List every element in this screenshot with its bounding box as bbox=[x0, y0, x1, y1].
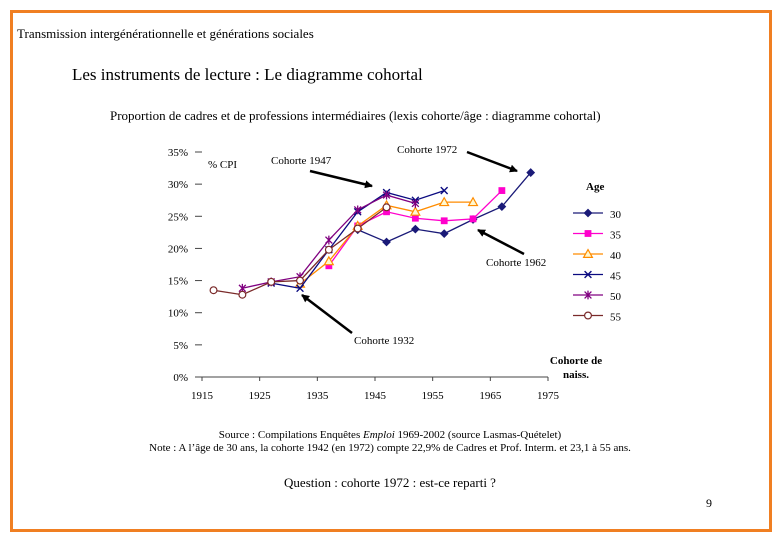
source-suffix: 1969-2002 (source Lasmas-Quételet) bbox=[394, 429, 562, 441]
annotation-label: Cohorte 1947 bbox=[271, 155, 332, 167]
legend-marker bbox=[583, 311, 592, 320]
data-point-30 bbox=[382, 237, 391, 247]
data-point-40 bbox=[409, 206, 421, 216]
data-point-35 bbox=[498, 187, 506, 194]
data-point-40 bbox=[323, 255, 335, 266]
data-point-45 bbox=[296, 284, 304, 293]
slide-title: Les instruments de lecture : Le diagramm… bbox=[72, 65, 423, 84]
annotation-arrow bbox=[466, 150, 518, 173]
legend-marker bbox=[582, 248, 594, 258]
annotation-arrow bbox=[477, 228, 525, 256]
data-point-30 bbox=[410, 224, 420, 234]
question-text: Question : cohorte 1972 : est-ce reparti… bbox=[284, 475, 496, 490]
header-text: Transmission intergénérationnelle et gén… bbox=[17, 26, 314, 41]
source-line: Source : Compilations Enquêtes Emploi 19… bbox=[0, 429, 780, 441]
annotation-label: Cohorte 1962 bbox=[486, 257, 546, 269]
x-tick-label: 1965 bbox=[479, 390, 502, 402]
annotation-arrow bbox=[301, 294, 353, 334]
note-line: Note : A l’âge de 30 ans, la cohorte 194… bbox=[149, 442, 631, 454]
data-point-30 bbox=[497, 202, 507, 212]
x-tick-label: 1975 bbox=[537, 390, 560, 402]
annotation-arrow bbox=[309, 169, 373, 189]
y-tick-label: 25% bbox=[168, 211, 188, 223]
legend-entry: 30 bbox=[610, 209, 622, 221]
y-tick-label: 0% bbox=[173, 372, 188, 384]
y-tick-label: 20% bbox=[168, 243, 188, 255]
y-tick-label: 35% bbox=[168, 147, 188, 159]
chart-title: Proportion de cadres et de professions i… bbox=[110, 108, 601, 123]
x-tick-label: 1925 bbox=[249, 390, 272, 402]
data-point-55 bbox=[324, 245, 333, 254]
data-point-35 bbox=[440, 217, 448, 225]
data-point-45 bbox=[440, 186, 449, 195]
legend-entry: 55 bbox=[610, 312, 622, 324]
legend-title: Age bbox=[586, 181, 604, 193]
legend-entry: 50 bbox=[610, 291, 622, 303]
x-tick-label: 1935 bbox=[306, 390, 329, 402]
annotation-label: Cohorte 1972 bbox=[397, 144, 457, 156]
data-point-30 bbox=[526, 168, 536, 177]
legend-marker bbox=[584, 230, 592, 237]
legend-entry: 35 bbox=[610, 230, 622, 242]
data-point-55 bbox=[209, 286, 218, 295]
data-point-35 bbox=[469, 215, 477, 223]
data-point-40 bbox=[467, 196, 479, 207]
y-tick-label: 10% bbox=[168, 308, 188, 320]
legend-entry: 45 bbox=[610, 271, 622, 283]
data-point-35 bbox=[325, 262, 333, 270]
data-point-55 bbox=[238, 290, 247, 299]
y-tick-label: 30% bbox=[168, 179, 188, 191]
data-point-55 bbox=[296, 276, 305, 285]
y-tick-label: 5% bbox=[173, 340, 188, 352]
data-point-30 bbox=[439, 229, 449, 239]
data-point-55 bbox=[382, 203, 391, 212]
data-point-50 bbox=[353, 205, 362, 215]
source-italic: Emploi bbox=[362, 429, 395, 441]
data-point-35 bbox=[383, 208, 390, 216]
data-point-40 bbox=[438, 196, 450, 207]
x-tick-label: 1945 bbox=[364, 390, 387, 402]
legend-entry: 40 bbox=[610, 250, 622, 262]
source-prefix: Source : Compilations Enquêtes bbox=[218, 429, 363, 441]
legend-marker bbox=[584, 290, 592, 300]
x-axis-label: Cohorte de naiss. bbox=[550, 355, 602, 381]
x-tick-label: 1915 bbox=[191, 390, 214, 402]
page-number: 9 bbox=[706, 496, 712, 510]
legend-marker bbox=[583, 208, 593, 218]
data-point-55 bbox=[353, 224, 362, 233]
x-tick-label: 1955 bbox=[422, 390, 445, 402]
data-point-35 bbox=[411, 214, 419, 222]
slide-frame bbox=[10, 10, 772, 532]
data-point-50 bbox=[325, 235, 333, 245]
data-point-50 bbox=[411, 199, 420, 208]
legend-marker bbox=[584, 270, 592, 279]
y-tick-label: 15% bbox=[168, 276, 188, 288]
data-point-55 bbox=[267, 277, 276, 286]
data-point-50 bbox=[382, 190, 391, 200]
annotation-label: Cohorte 1932 bbox=[354, 335, 414, 347]
y-axis-label: % CPI bbox=[208, 159, 237, 171]
